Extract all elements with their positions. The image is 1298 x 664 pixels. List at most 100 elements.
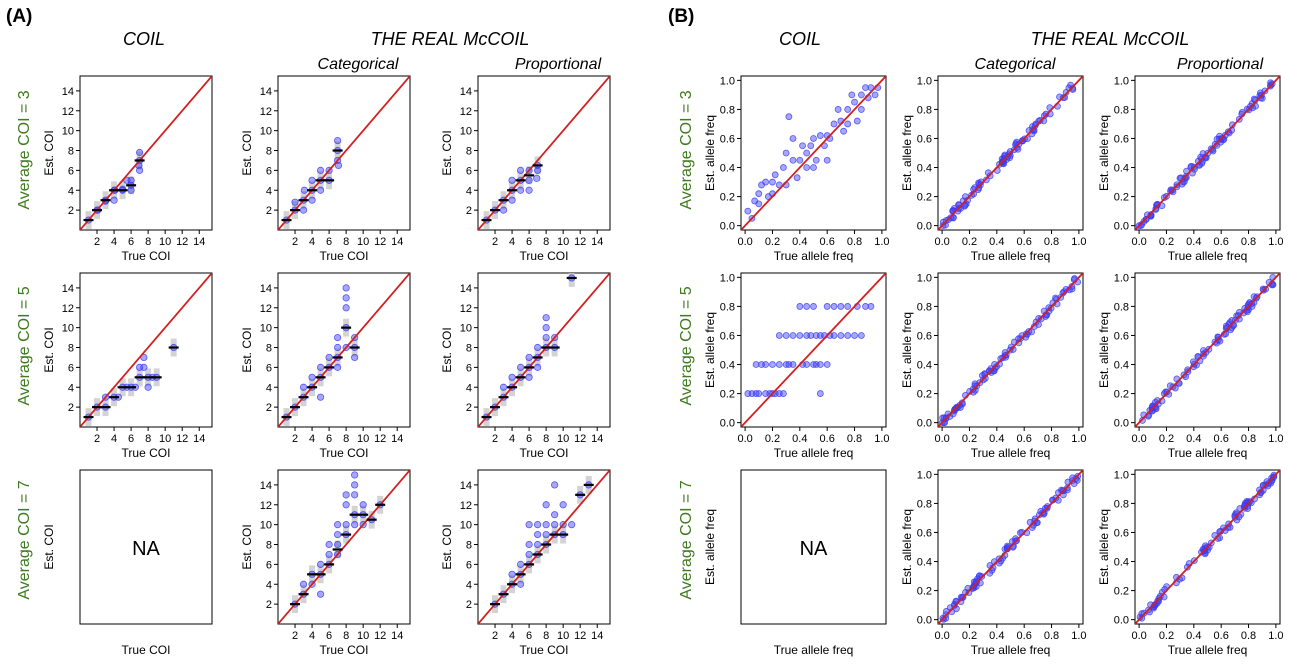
row-label-a-3: Average COI = 7	[16, 480, 33, 599]
data-point	[803, 164, 811, 171]
y-tick-label: 4	[266, 579, 272, 591]
x-tick-label: 14	[193, 236, 205, 248]
data-point	[810, 164, 817, 171]
y-tick-label: 2	[266, 402, 272, 414]
plot-inner	[938, 273, 1083, 427]
y-tick-label: 4	[466, 382, 472, 394]
x-tick-label: 2	[292, 433, 298, 445]
data-point	[334, 333, 342, 342]
x-tick-label: 2	[94, 433, 100, 445]
y-tick-label: 6	[68, 165, 74, 177]
y-tick-label: 4	[68, 382, 74, 394]
y-tick-label: 8	[68, 146, 74, 158]
header-proportional-b: Proportional	[1177, 56, 1264, 73]
plot-inner	[1135, 470, 1280, 624]
header-coil-b: COIL	[779, 29, 821, 49]
x-axis-label: True COI	[520, 643, 569, 657]
data-point	[803, 149, 811, 157]
data-point	[334, 521, 342, 529]
data-point	[816, 390, 824, 397]
x-axis-label: True allele freq	[774, 249, 854, 263]
x-tick-label: 1.0	[1071, 236, 1086, 248]
y-tick-label: 0.2	[1114, 192, 1129, 204]
data-point	[551, 481, 559, 489]
x-axis-label: True COI	[122, 249, 171, 263]
data-point	[837, 332, 845, 339]
x-axis-label: True allele freq	[1168, 446, 1248, 460]
plot-inner	[80, 273, 212, 427]
x-tick-label: 0.2	[962, 433, 977, 445]
plot-inner	[1135, 76, 1280, 230]
data-point	[755, 390, 763, 397]
y-tick-label: 6	[466, 362, 472, 374]
plot-frame	[79, 272, 213, 428]
y-tick-label: 10	[260, 323, 272, 335]
y-tick-label: 6	[68, 362, 74, 374]
y-tick-label: 0.0	[1114, 221, 1129, 233]
y-tick-label: 0.8	[917, 301, 932, 313]
data-point	[799, 142, 806, 150]
x-axis-label: True allele freq	[774, 446, 854, 460]
identity-line	[478, 76, 610, 230]
data-point	[796, 156, 804, 164]
plot-frame	[740, 272, 887, 428]
data-point	[844, 332, 852, 339]
data-point	[867, 303, 875, 310]
data-point	[542, 324, 550, 332]
y-tick-label: 14	[62, 86, 74, 98]
y-tick-label: 10	[62, 323, 74, 335]
y-tick-label: 8	[266, 146, 272, 158]
data-point	[568, 521, 576, 529]
x-tick-label: 2	[94, 236, 100, 248]
x-axis-label: True COI	[520, 446, 569, 460]
data-point	[796, 332, 804, 339]
x-tick-label: 12	[374, 630, 386, 642]
x-tick-label: 6	[128, 433, 134, 445]
x-tick-label: 0.4	[792, 236, 807, 248]
data-point	[775, 332, 783, 339]
data-point	[862, 303, 869, 310]
data-point	[516, 166, 525, 174]
data-point	[351, 471, 359, 479]
data-point	[325, 550, 333, 559]
plot-inner	[741, 273, 886, 427]
data-point	[110, 196, 118, 204]
x-tick-label: 8	[543, 433, 549, 445]
x-tick-label: 0.2	[1159, 630, 1174, 642]
y-tick-label: 8	[466, 343, 472, 355]
data-point	[534, 363, 542, 371]
data-point	[342, 521, 350, 529]
header-proportional-a: Proportional	[515, 56, 602, 73]
x-tick-label: 0.2	[1159, 433, 1174, 445]
data-point	[342, 284, 350, 292]
data-point	[334, 161, 343, 170]
identity-line	[1135, 76, 1280, 230]
data-point	[834, 106, 842, 113]
y-tick-label: 12	[62, 106, 74, 118]
plot-b-2-2: True allele freq Est. allele freq 0.0 0.2 0.…	[1097, 469, 1284, 657]
header-mccoil-a: THE REAL McCOIL	[371, 29, 530, 49]
identity-line	[741, 76, 886, 230]
plot-frame	[79, 469, 213, 625]
identity-line	[478, 273, 610, 427]
x-axis-label: True allele freq	[971, 249, 1051, 263]
y-tick-label: 6	[466, 559, 472, 571]
x-tick-label: 0.0	[934, 236, 949, 248]
data-point	[789, 361, 797, 368]
y-tick-label: 0.4	[1114, 163, 1129, 175]
x-tick-label: 1.0	[1071, 630, 1086, 642]
y-tick-label: 8	[266, 343, 272, 355]
x-tick-label: 12	[176, 236, 188, 248]
x-tick-label: 6	[526, 433, 532, 445]
data-point	[551, 511, 559, 519]
identity-line	[80, 76, 212, 230]
y-axis-label: Est. COI	[240, 327, 254, 372]
x-tick-label: 0.0	[737, 236, 752, 248]
x-tick-label: 4	[509, 433, 515, 445]
x-tick-label: 0.4	[1186, 630, 1201, 642]
row-label-b-1: Average COI = 3	[678, 90, 695, 209]
x-tick-label: 0.6	[1017, 630, 1032, 642]
x-tick-label: 0.4	[989, 630, 1004, 642]
